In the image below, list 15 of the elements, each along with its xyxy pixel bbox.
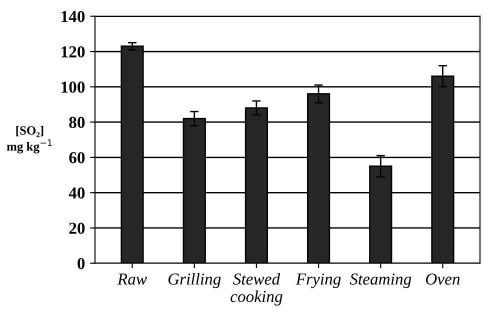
y-axis-title: [SO₂] mg kg$^{−1}$	[6, 126, 52, 154]
y-tick-label: 40	[68, 187, 85, 199]
x-tick-label: Raw	[117, 274, 147, 285]
y-tick-label: 140	[62, 10, 85, 22]
x-tick-label: Oven	[426, 274, 460, 285]
x-tick-label: Stewed cooking	[230, 272, 282, 306]
y-tick-label: 60	[69, 152, 85, 164]
y-tick-label: 20	[69, 222, 85, 234]
x-tick-label: Steaming	[350, 274, 412, 288]
y-tick-label: 120	[62, 46, 85, 58]
y-tick-label: 0	[78, 258, 85, 270]
x-tick-label: Grilling	[168, 272, 221, 288]
y-tick-label: 80	[69, 116, 85, 128]
x-tick-label: Frying	[296, 273, 341, 288]
y-tick-label: 100	[62, 82, 85, 93]
